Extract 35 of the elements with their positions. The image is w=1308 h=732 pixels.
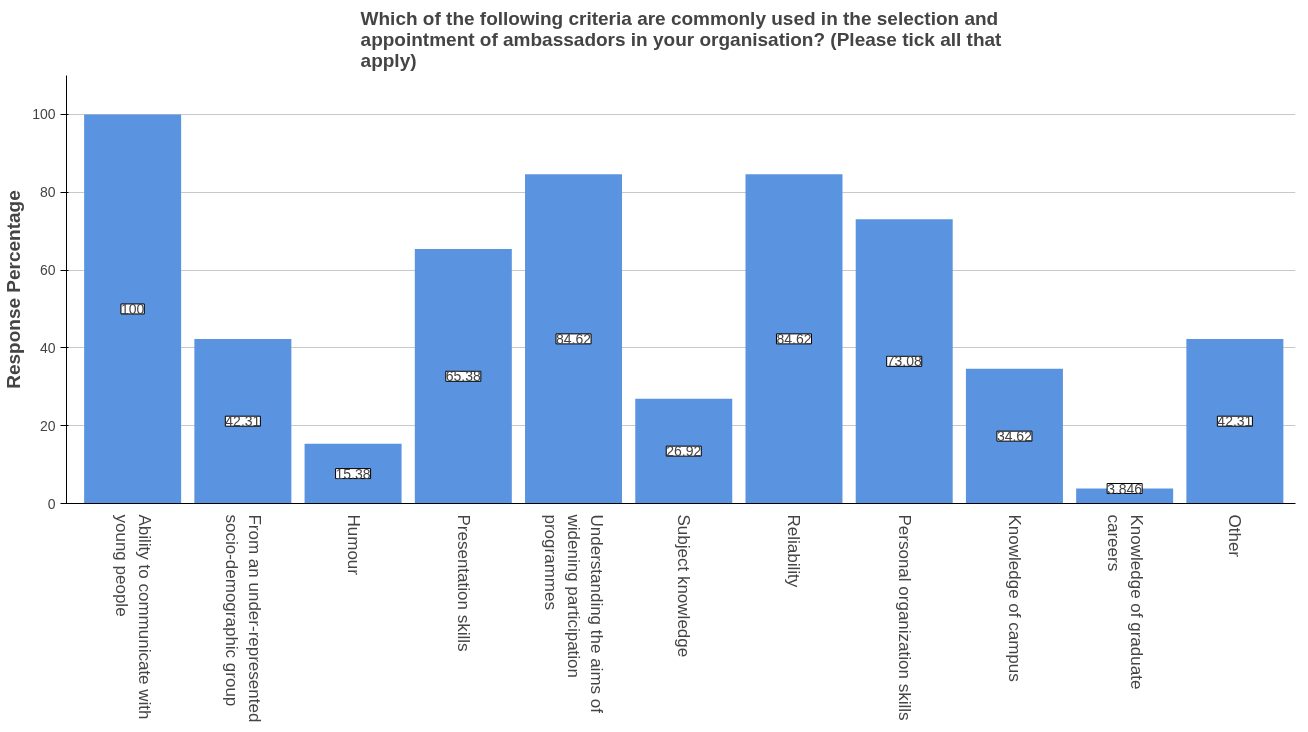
data-label: 100 <box>120 300 145 317</box>
x-tick-label: Ability to communicate with young people <box>111 514 154 720</box>
x-tick-label: Personal organization skills <box>894 514 914 721</box>
bar <box>194 338 292 504</box>
x-tick-label: Other <box>1225 514 1245 558</box>
bar <box>84 114 182 504</box>
x-tick-label: Reliability <box>784 514 804 588</box>
x-tick-label: Humour <box>343 514 363 576</box>
y-tick-label: 80 <box>39 184 56 201</box>
data-label: 65.38 <box>445 368 482 385</box>
x-tick-label: Knowledge of graduate careers <box>1103 514 1146 690</box>
bar <box>1186 338 1284 504</box>
y-axis-title: Response Percentage <box>3 190 25 389</box>
x-tick-label: Presentation skills <box>453 514 473 652</box>
bar <box>525 174 623 504</box>
y-tick-label: 60 <box>39 262 56 279</box>
y-tick-label: 20 <box>39 417 56 434</box>
bar <box>414 249 512 504</box>
y-tick-label: 100 <box>32 106 56 123</box>
y-tick-label: 40 <box>39 339 56 356</box>
bar <box>304 443 402 504</box>
y-tick-label: 0 <box>47 495 56 512</box>
data-label: 84.62 <box>776 330 812 347</box>
x-tick-label: Knowledge of campus <box>1004 514 1024 682</box>
x-tick-label: Subject knowledge <box>674 514 694 658</box>
x-tick-label: Understanding the aims of widening participation programmes <box>541 513 606 714</box>
data-label: 3.846 <box>1107 480 1143 497</box>
bar <box>635 398 733 504</box>
data-label: 73.08 <box>886 353 922 370</box>
data-label: 15.38 <box>335 465 371 482</box>
bar <box>745 174 843 504</box>
bar <box>855 219 953 504</box>
bar <box>965 368 1063 504</box>
data-label: 26.92 <box>666 443 702 460</box>
chart-title: Which of the following criteria are commonly used in the selection and appointment of ambassadors in your organisation? (Please tick all that apply) <box>360 7 1003 71</box>
